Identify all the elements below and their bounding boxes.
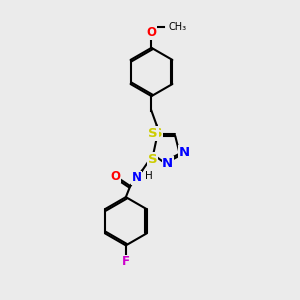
- Text: CH₃: CH₃: [169, 22, 187, 32]
- Text: O: O: [110, 169, 121, 183]
- Text: S: S: [148, 153, 158, 166]
- Text: N: N: [132, 171, 142, 184]
- Text: O: O: [146, 26, 157, 39]
- Text: S: S: [148, 127, 158, 140]
- Text: H: H: [145, 171, 153, 181]
- Text: N: N: [179, 146, 190, 159]
- Text: S: S: [152, 127, 162, 140]
- Text: N: N: [162, 157, 173, 170]
- Text: F: F: [122, 255, 130, 268]
